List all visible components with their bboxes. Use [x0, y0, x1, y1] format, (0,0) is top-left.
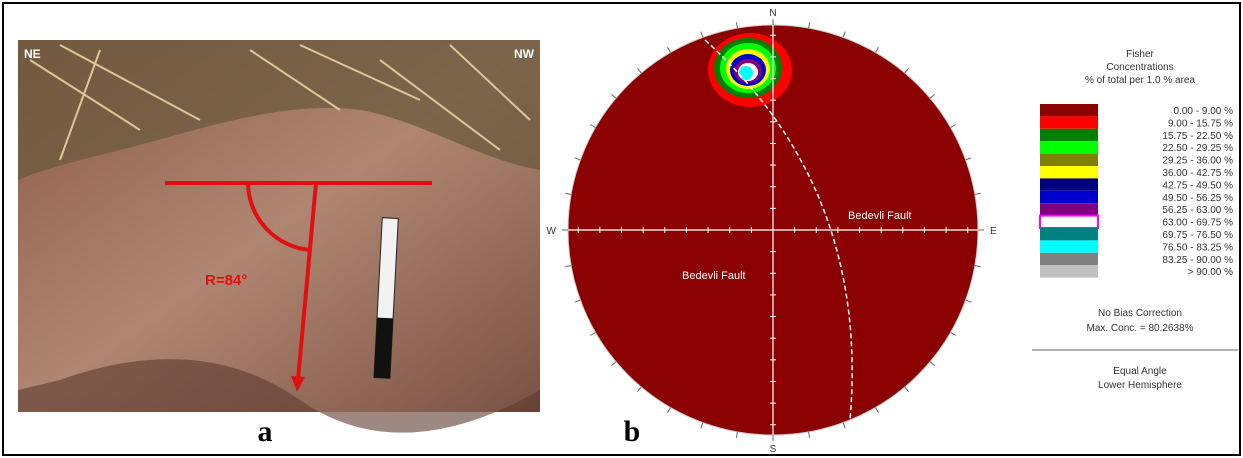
- contour: [739, 66, 753, 80]
- angle-label: R=84°: [205, 272, 247, 289]
- legend-label: 42.75 - 49.50 %: [1162, 180, 1233, 191]
- rim-tick: [876, 47, 879, 52]
- pen-cap: [374, 318, 393, 379]
- legend-swatch: [1040, 129, 1098, 141]
- rim-tick: [565, 193, 571, 194]
- photo: NE NW R=84°: [18, 40, 540, 433]
- legend-note: No Bias Correction: [1098, 308, 1182, 319]
- legend: Fisher Concentrations % of total per 1.0 %…: [1032, 49, 1238, 391]
- photo-label: NE: [24, 47, 41, 61]
- rim-tick: [736, 22, 737, 28]
- rim-tick: [701, 32, 703, 38]
- figure: NE NW R=84° a N S W E Bedevli Fault Bede…: [0, 0, 1243, 458]
- legend-swatch: [1040, 216, 1098, 228]
- legend-label: 29.25 - 36.00 %: [1162, 156, 1233, 167]
- legend-swatch: [1040, 203, 1098, 215]
- rim-tick: [966, 300, 972, 302]
- legend-swatch: [1040, 240, 1098, 252]
- direction: E: [990, 226, 997, 237]
- rim-tick: [611, 362, 616, 366]
- rim-tick: [966, 158, 972, 160]
- rim-tick: [809, 22, 810, 28]
- legend-title: % of total per 1.0 % area: [1085, 75, 1196, 86]
- rim-tick: [575, 158, 581, 160]
- legend-label: 36.00 - 42.75 %: [1162, 168, 1233, 179]
- legend-note: Max. Conc. = 80.2638%: [1086, 323, 1193, 334]
- legend-label: 9.00 - 15.75 %: [1168, 118, 1233, 129]
- fault-label: Bedevli Fault: [848, 210, 912, 222]
- legend-swatch: [1040, 265, 1098, 277]
- rim-tick: [637, 68, 641, 73]
- rim-tick: [951, 333, 956, 336]
- rim-tick: [951, 125, 956, 128]
- legend-swatch: [1040, 228, 1098, 240]
- projection-note: Lower Hemisphere: [1098, 380, 1182, 391]
- rim-tick: [930, 362, 935, 366]
- photo-label: NW: [514, 47, 535, 61]
- rim-tick: [701, 423, 703, 429]
- fault-label: Bedevli Fault: [682, 270, 746, 282]
- rim-tick: [590, 125, 595, 128]
- legend-swatch: [1040, 166, 1098, 178]
- rim-tick: [637, 387, 641, 392]
- projection-note: Equal Angle: [1113, 366, 1167, 377]
- legend-label: 69.75 - 76.50 %: [1162, 230, 1233, 241]
- legend-label: 22.50 - 29.25 %: [1162, 143, 1233, 154]
- rim-tick: [565, 266, 571, 267]
- legend-label: 76.50 - 83.25 %: [1162, 242, 1233, 253]
- legend-label: 0.00 - 9.00 %: [1174, 106, 1234, 117]
- legend-label: 63.00 - 69.75 %: [1162, 218, 1233, 229]
- rim-tick: [876, 408, 879, 413]
- legend-swatch: [1040, 104, 1098, 116]
- rim-tick: [590, 333, 595, 336]
- direction: S: [770, 444, 777, 455]
- rim-tick: [809, 432, 810, 438]
- legend-label: > 90.00 %: [1188, 267, 1233, 278]
- rim-tick: [975, 266, 981, 267]
- rim-tick: [668, 47, 671, 52]
- direction: W: [547, 226, 557, 237]
- legend-swatch: [1040, 178, 1098, 190]
- caption: b: [624, 415, 641, 448]
- legend-label: 83.25 - 90.00 %: [1162, 255, 1233, 266]
- rim-tick: [736, 432, 737, 438]
- rim-tick: [843, 32, 845, 38]
- legend-label: 49.50 - 56.25 %: [1162, 193, 1233, 204]
- rim-tick: [668, 408, 671, 413]
- rim-tick: [575, 300, 581, 302]
- legend-label: 56.25 - 63.00 %: [1162, 205, 1233, 216]
- rim-tick: [930, 94, 935, 98]
- rim-tick: [905, 68, 909, 73]
- legend-swatch: [1040, 253, 1098, 265]
- stereonet: N S W E Bedevli Fault Bedevli Fault: [547, 8, 997, 455]
- legend-swatch: [1040, 154, 1098, 166]
- rim-tick: [611, 94, 616, 98]
- rim-tick: [905, 387, 909, 392]
- legend-title: Fisher: [1126, 49, 1154, 60]
- rim-tick: [975, 193, 981, 194]
- caption: a: [258, 415, 273, 448]
- legend-swatch: [1040, 191, 1098, 203]
- direction: N: [769, 8, 776, 19]
- legend-swatch: [1040, 116, 1098, 128]
- legend-title: Concentrations: [1106, 62, 1173, 73]
- rim-tick: [843, 423, 845, 429]
- legend-label: 15.75 - 22.50 %: [1162, 131, 1233, 142]
- legend-swatch: [1040, 141, 1098, 153]
